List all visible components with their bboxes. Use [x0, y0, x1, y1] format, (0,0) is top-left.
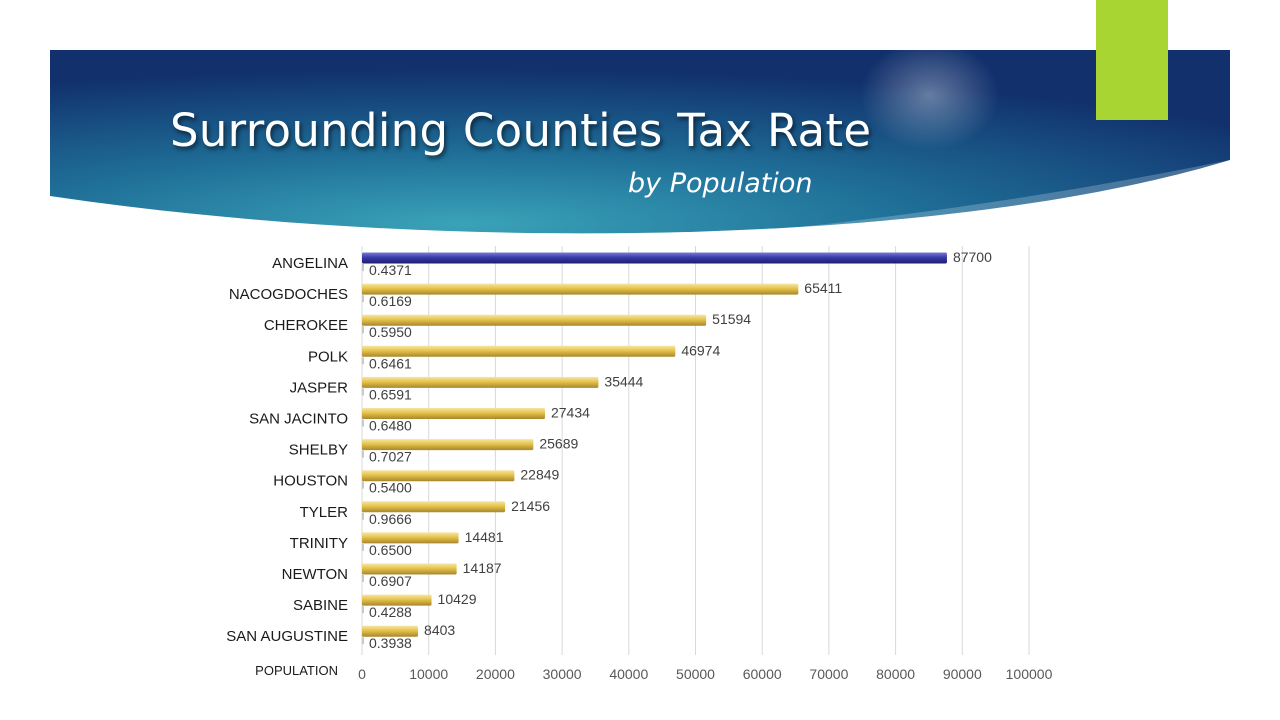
title-banner — [50, 50, 1230, 250]
tax-rate-label-shelby: 0.7027 — [369, 449, 412, 465]
x-tick-label-90000: 90000 — [943, 666, 982, 682]
bar-tax-rate-san-jacinto — [362, 419, 364, 427]
accent-bar — [1096, 0, 1168, 120]
bar-population-cherokee — [362, 314, 707, 326]
bar-tax-rate-cherokee — [362, 326, 364, 334]
bar-tax-rate-nacogdoches — [362, 295, 364, 303]
bar-population-tyler — [362, 501, 506, 513]
population-label-polk: 46974 — [681, 342, 720, 358]
population-label-cherokee: 51594 — [712, 311, 751, 327]
tax-rate-label-jasper: 0.6591 — [369, 386, 412, 402]
tax-rate-label-san-jacinto: 0.6480 — [369, 418, 412, 434]
population-label-tyler: 21456 — [511, 498, 550, 514]
slide-title: Surrounding Counties Tax Rate — [170, 104, 872, 157]
category-label-nacogdoches: NACOGDOCHES — [229, 286, 348, 303]
bar-population-san-jacinto — [362, 408, 545, 419]
category-label-jasper: JASPER — [290, 379, 349, 396]
category-label-houston: HOUSTON — [273, 473, 348, 490]
bar-population-newton — [362, 563, 457, 575]
tax-rate-label-trinity: 0.6500 — [369, 542, 412, 558]
category-label-sabine: SABINE — [293, 597, 348, 614]
x-axis-title: POPULATION — [255, 663, 338, 678]
population-label-newton: 14187 — [463, 560, 502, 576]
bar-tax-rate-trinity — [362, 543, 364, 551]
tax-rate-label-nacogdoches: 0.6169 — [369, 293, 412, 309]
category-label-polk: POLK — [308, 348, 348, 365]
population-label-san-augustine: 8403 — [424, 622, 455, 638]
bar-tax-rate-shelby — [362, 450, 364, 458]
population-label-shelby: 25689 — [539, 436, 578, 452]
bar-tax-rate-angelina — [362, 264, 364, 271]
bar-population-houston — [362, 470, 515, 482]
bar-population-nacogdoches — [362, 283, 799, 295]
bar-tax-rate-newton — [362, 575, 364, 582]
bar-population-trinity — [362, 532, 459, 544]
bar-tax-rate-jasper — [362, 388, 364, 396]
bar-tax-rate-houston — [362, 481, 364, 489]
category-label-trinity: TRINITY — [290, 535, 348, 552]
slide-subtitle: by Population — [628, 168, 813, 199]
bar-population-polk — [362, 345, 676, 357]
category-label-shelby: SHELBY — [289, 442, 348, 459]
tax-rate-label-angelina: 0.4371 — [369, 262, 412, 278]
category-label-tyler: TYLER — [300, 504, 349, 521]
population-label-jasper: 35444 — [604, 373, 643, 389]
bar-population-sabine — [362, 594, 432, 606]
tax-rate-label-tyler: 0.9666 — [369, 511, 412, 527]
category-label-angelina: ANGELINA — [272, 255, 348, 272]
category-label-cherokee: CHEROKEE — [264, 317, 348, 334]
x-tick-label-70000: 70000 — [809, 666, 848, 682]
category-label-san-jacinto: SAN JACINTO — [249, 411, 348, 428]
bar-population-angelina — [362, 252, 947, 264]
x-axis-ticks: 0 10000 20000 30000 40000 50000 60000 70000 8000… — [358, 666, 1052, 682]
x-tick-label-60000: 60000 — [743, 666, 782, 682]
population-label-houston: 22849 — [520, 467, 559, 483]
tax-rate-label-polk: 0.6461 — [369, 355, 412, 371]
bar-population-san-augustine — [362, 625, 419, 637]
x-tick-label-30000: 30000 — [543, 666, 582, 682]
category-label-newton: NEWTON — [282, 566, 348, 583]
x-tick-label-80000: 80000 — [876, 666, 915, 682]
grid-lines — [361, 246, 1030, 655]
bar-population-shelby — [362, 439, 534, 451]
x-tick-label-50000: 50000 — [676, 666, 715, 682]
x-tick-label-10000: 10000 — [409, 666, 448, 682]
x-tick-label-40000: 40000 — [609, 666, 648, 682]
tax-rate-label-newton: 0.6907 — [369, 573, 412, 589]
labels: ANGELINA 87700 0.4371 NACOGDOCHES 65411 0.616… — [226, 249, 992, 651]
tax-rate-label-houston: 0.5400 — [369, 480, 412, 496]
bar-tax-rate-san-augustine — [362, 637, 364, 645]
bar-population-jasper — [362, 376, 599, 388]
banner-background — [50, 50, 1230, 240]
population-label-angelina: 87700 — [953, 249, 992, 265]
population-label-sabine: 10429 — [438, 591, 477, 607]
bar-tax-rate-sabine — [362, 606, 364, 614]
bars — [362, 252, 947, 645]
x-tick-label-0: 0 — [358, 666, 366, 682]
category-label-san-augustine: SAN AUGUSTINE — [226, 628, 348, 645]
bar-tax-rate-tyler — [362, 512, 364, 520]
population-label-san-jacinto: 27434 — [551, 405, 590, 421]
population-label-trinity: 14481 — [465, 529, 504, 545]
x-tick-label-20000: 20000 — [476, 666, 515, 682]
tax-rate-label-san-augustine: 0.3938 — [369, 635, 412, 651]
population-label-nacogdoches: 65411 — [804, 280, 842, 296]
tax-rate-label-cherokee: 0.5950 — [369, 324, 412, 340]
tax-rate-label-sabine: 0.4288 — [369, 604, 412, 620]
bar-tax-rate-polk — [362, 357, 364, 365]
x-tick-label-100000: 100000 — [1006, 666, 1053, 682]
